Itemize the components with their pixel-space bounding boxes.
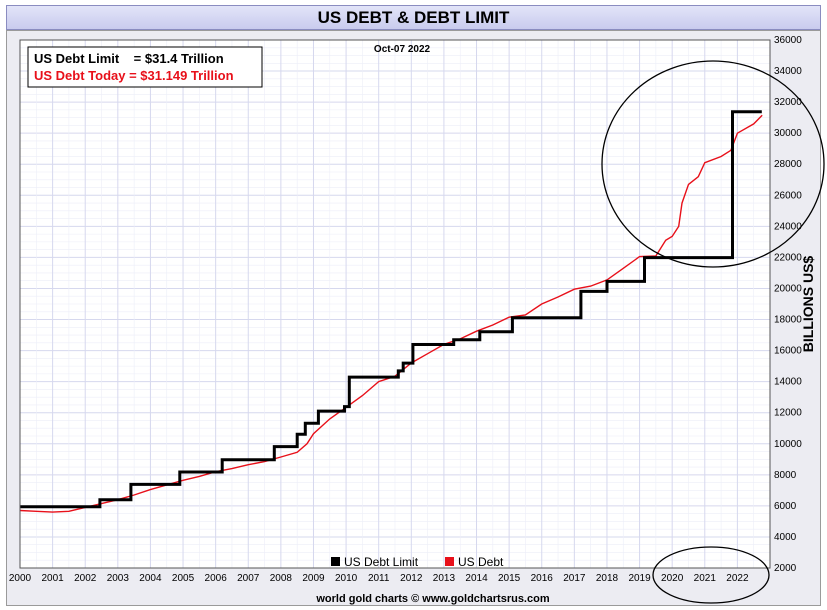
x-tick-label: 2012	[400, 573, 423, 584]
y-tick-label: 22000	[774, 252, 802, 263]
y-tick-label: 2000	[774, 563, 797, 574]
y-tick-label: 26000	[774, 190, 802, 201]
plot-border	[19, 39, 771, 569]
legend-swatch-debt	[445, 557, 454, 566]
x-tick-label: 2009	[302, 573, 325, 584]
y-tick-label: 30000	[774, 128, 802, 139]
x-tick-label: 2014	[465, 573, 488, 584]
series-us-debt-limit	[20, 110, 762, 509]
info-box-border	[27, 46, 263, 88]
y-tick-label: 20000	[774, 283, 802, 294]
y-tick-label: 14000	[774, 377, 802, 388]
x-tick-label: 2019	[628, 573, 651, 584]
y-tick-label: 18000	[774, 315, 802, 326]
x-tick-label: 2016	[531, 573, 554, 584]
y-tick-label: 10000	[774, 439, 802, 450]
x-tick-label: 2011	[368, 573, 390, 584]
y-tick-label: 32000	[774, 97, 802, 108]
y-tick-label: 4000	[774, 532, 797, 543]
x-tick-label: 2010	[335, 573, 358, 584]
x-axis-ticks: 2000 2001 2002 2003 2004 2005 2006 2007 2008 2009…	[9, 573, 749, 584]
y-tick-label: 24000	[774, 221, 802, 232]
series-us-debt	[19, 114, 763, 513]
y-axis-label: BILLIONS US$	[800, 256, 816, 353]
y-tick-label: 6000	[774, 501, 797, 512]
x-tick-label: 2008	[270, 573, 293, 584]
x-tick-label: 2021	[694, 573, 717, 584]
series-layer	[19, 110, 763, 513]
y-tick-label: 8000	[774, 470, 797, 481]
x-tick-label: 2017	[563, 573, 586, 584]
info-box: US Debt Limit = $31.4 Trillion US Debt T…	[27, 46, 263, 88]
legend-label-debt-limit: US Debt Limit	[344, 555, 419, 569]
footer-credit: world gold charts © www.goldchartsrus.co…	[315, 593, 549, 605]
y-axis-ticks: 2000 4000 6000 8000 10000 12000 14000 16000 1800…	[774, 35, 802, 574]
x-tick-label: 2002	[74, 573, 97, 584]
x-tick-label: 2000	[9, 573, 32, 584]
x-tick-label: 2007	[237, 573, 260, 584]
legend-label-debt: US Debt	[458, 555, 504, 569]
x-tick-label: 2003	[107, 573, 130, 584]
y-tick-label: 12000	[774, 408, 802, 419]
info-debt-limit: US Debt Limit = $31.4 Trillion	[34, 51, 224, 66]
x-tick-label: 2005	[172, 573, 195, 584]
y-tick-label: 34000	[774, 66, 802, 77]
x-tick-label: 2015	[498, 573, 521, 584]
x-tick-label: 2013	[433, 573, 456, 584]
chart-date: Oct-07 2022	[374, 44, 431, 55]
y-tick-label: 16000	[774, 346, 802, 357]
annotation-circle-surge	[601, 60, 825, 268]
x-tick-label: 2022	[726, 573, 749, 584]
y-tick-label: 36000	[774, 35, 802, 46]
chart-title: US DEBT & DEBT LIMIT	[6, 5, 821, 30]
y-tick-label: 28000	[774, 159, 802, 170]
x-tick-label: 2006	[205, 573, 228, 584]
legend-swatch-debt-limit	[331, 557, 340, 566]
annotation-circle-axis	[652, 546, 770, 604]
x-tick-label: 2004	[139, 573, 162, 584]
x-tick-label: 2020	[661, 573, 684, 584]
x-tick-label: 2001	[41, 573, 64, 584]
info-debt-today: US Debt Today = $31.149 Trillion	[34, 68, 234, 83]
legend: US Debt Limit US Debt	[331, 555, 504, 569]
x-tick-label: 2018	[596, 573, 619, 584]
